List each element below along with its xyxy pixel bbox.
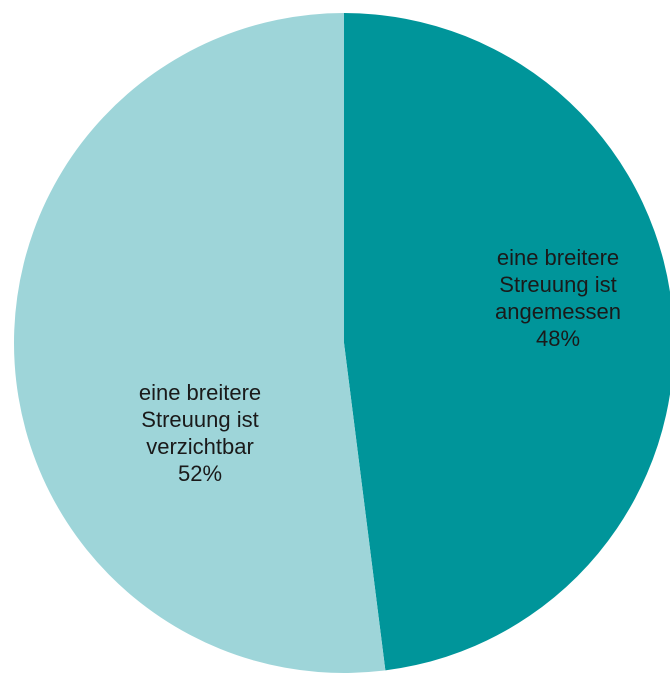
slice-category-label-2: verzichtbar: [146, 434, 254, 459]
slice-category-label-2: eine breitere: [139, 380, 261, 405]
slice-category-label-2: Streuung ist: [141, 407, 258, 432]
slice-value-label-2: 52%: [178, 461, 222, 486]
slice-category-label-1: angemessen: [495, 299, 621, 324]
pie-slices: [13, 13, 670, 673]
pie-slice-2: [13, 13, 386, 673]
slice-category-label-1: Streuung ist: [499, 272, 616, 297]
slice-category-label-1: eine breitere: [497, 245, 619, 270]
slice-value-label-1: 48%: [536, 326, 580, 351]
pie-slice-1: [344, 13, 670, 671]
